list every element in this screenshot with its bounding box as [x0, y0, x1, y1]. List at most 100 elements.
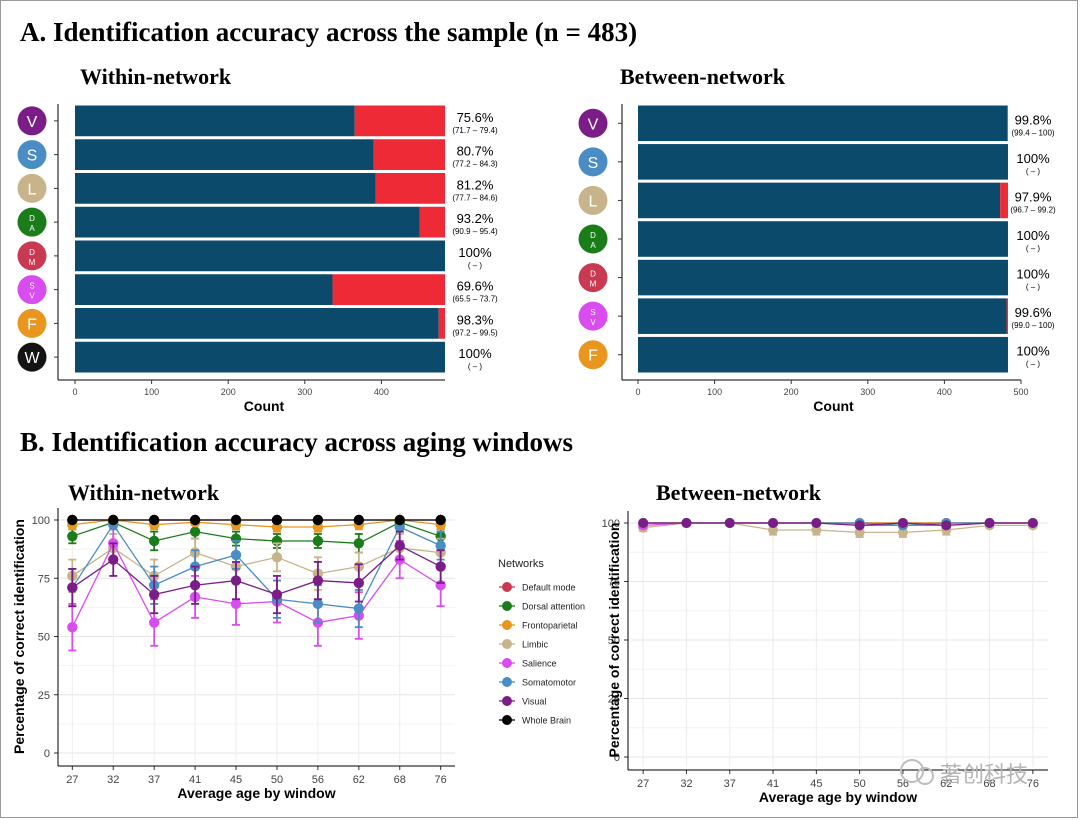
- network-badge-dm: [578, 263, 608, 293]
- legend-label-visual: Visual: [522, 697, 546, 707]
- series-line-salience: [71, 541, 442, 628]
- network-badge-f: [17, 308, 47, 338]
- network-badge-s: [578, 147, 608, 177]
- x-axis-label: Average age by window: [177, 785, 335, 801]
- within-network-line-chart: Within-network 0 25 50 75 100 27 32 37 41 45 50 56 62…: [11, 480, 585, 801]
- data-point: [67, 514, 78, 526]
- confidence-interval-label: ( – ): [1026, 244, 1041, 253]
- legend-label-frontoparietal: Frontoparietal: [522, 621, 578, 631]
- network-badge-label: L: [589, 193, 598, 210]
- section-b-title: B. Identification accuracy across aging …: [20, 427, 573, 457]
- accuracy-label: 98.3%: [457, 312, 494, 327]
- data-point: [768, 518, 779, 528]
- series-line-visual: [643, 522, 1033, 526]
- data-point: [230, 549, 242, 561]
- data-point: [897, 518, 908, 528]
- data-point: [768, 525, 779, 536]
- confidence-interval-label: (99.0 – 100): [1011, 321, 1054, 330]
- legend-title: Networks: [498, 558, 544, 570]
- bar-correct-v: [638, 105, 1008, 142]
- bar-incorrect-sv: [332, 274, 445, 305]
- between-network-bar-chart: Between-network 0 100 200 300 400 500 Count V 99.…: [578, 64, 1056, 414]
- x-tick-label: 100: [707, 387, 722, 397]
- legend-key-salience: [502, 658, 512, 668]
- watermark-text: 著创科技: [940, 763, 1028, 788]
- network-badge-da: [17, 207, 47, 237]
- confidence-interval-label: ( – ): [1026, 167, 1041, 176]
- x-tick-label: 400: [937, 387, 952, 397]
- series-line-visual: [71, 544, 441, 596]
- data-point: [271, 514, 283, 526]
- x-tick-label: 41: [189, 774, 201, 786]
- data-point: [811, 518, 822, 528]
- x-tick-label: 45: [810, 778, 822, 790]
- network-badge-label: W: [24, 350, 40, 367]
- network-badge-label: D: [29, 214, 35, 223]
- network-badge-label: D: [590, 231, 596, 240]
- network-badge-w: [17, 342, 47, 372]
- data-point: [1027, 518, 1038, 528]
- series-whole-brain: [67, 514, 446, 526]
- confidence-interval-label: (90.9 – 95.4): [452, 227, 498, 236]
- data-point: [189, 526, 201, 537]
- series-line-somatomotor: [71, 523, 441, 610]
- network-badge-label: S: [588, 155, 599, 172]
- confidence-interval-label: ( – ): [1026, 283, 1041, 292]
- data-point: [230, 575, 242, 586]
- x-tick-label: 62: [353, 774, 365, 786]
- panel-title: Between-network: [656, 480, 822, 505]
- accuracy-label: 99.8%: [1015, 112, 1052, 127]
- confidence-interval-label: (97.2 – 99.5): [452, 328, 498, 337]
- data-point: [108, 514, 119, 526]
- bar-incorrect-v: [1007, 105, 1008, 142]
- legend-key-limbic: [502, 639, 512, 649]
- series-visual: [67, 530, 446, 615]
- legend-key-frontoparietal: [502, 620, 512, 630]
- data-point: [854, 520, 865, 531]
- data-point: [271, 552, 283, 563]
- data-point: [854, 527, 865, 538]
- x-tick-label: 41: [767, 778, 779, 790]
- data-point: [67, 531, 78, 542]
- network-badge-l: [17, 173, 47, 203]
- panel-title: Within-network: [68, 480, 220, 505]
- network-badge-label: F: [588, 348, 598, 365]
- legend-key-whole-brain: [502, 715, 512, 725]
- bar-correct-w: [75, 341, 445, 373]
- data-point: [353, 577, 365, 589]
- bar-correct-sv: [75, 274, 333, 305]
- panel-title: Between-network: [620, 64, 786, 89]
- x-tick-label: 56: [312, 774, 324, 786]
- bar-correct-da: [75, 206, 420, 238]
- x-tick-label: 68: [394, 774, 406, 786]
- x-tick-label: 400: [374, 387, 389, 397]
- x-tick-label: 0: [72, 387, 77, 397]
- data-point: [312, 514, 324, 526]
- y-tick-label: 0: [614, 752, 620, 764]
- bar-correct-l: [75, 173, 376, 204]
- x-tick-label: 45: [230, 774, 242, 786]
- data-point: [230, 598, 242, 610]
- data-point: [638, 518, 649, 528]
- series-line-limbic: [71, 547, 441, 577]
- confidence-interval-label: (96.7 – 99.2): [1010, 205, 1056, 214]
- bar-correct-s: [638, 144, 1008, 180]
- x-tick-label: 50: [854, 778, 866, 790]
- network-badge-label: L: [28, 181, 37, 198]
- data-point: [230, 514, 242, 526]
- confidence-interval-label: ( – ): [468, 261, 483, 270]
- network-badge-label: V: [29, 292, 35, 301]
- x-tick-label: 76: [1027, 778, 1039, 790]
- bar-correct-da: [638, 221, 1008, 257]
- bar-correct-dm: [75, 240, 445, 272]
- accuracy-label: 93.2%: [457, 211, 494, 226]
- accuracy-label: 75.6%: [457, 110, 494, 125]
- y-tick-label: 50: [38, 632, 50, 644]
- x-tick-label: 200: [784, 387, 799, 397]
- bar-incorrect-l: [1000, 182, 1008, 219]
- data-point: [189, 514, 201, 526]
- data-point: [189, 580, 201, 591]
